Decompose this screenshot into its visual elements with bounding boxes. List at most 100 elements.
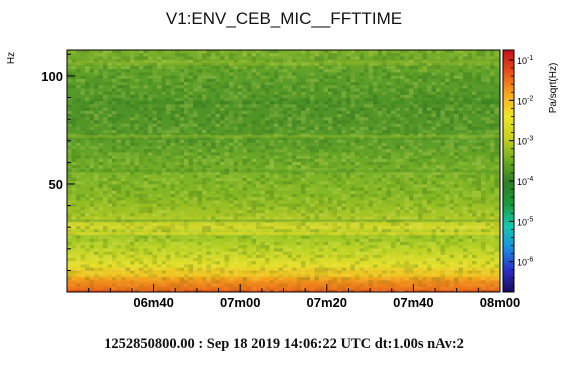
heatmap-cell <box>454 280 459 284</box>
heatmap-cell <box>67 283 72 287</box>
heatmap-cell <box>143 178 148 182</box>
heatmap-cell <box>391 219 396 223</box>
heatmap-cell <box>422 277 427 281</box>
heatmap-cell <box>400 56 405 60</box>
heatmap-cell <box>355 248 360 252</box>
heatmap-cell <box>458 50 463 54</box>
heatmap-cell <box>481 155 486 159</box>
heatmap-cell <box>301 216 306 220</box>
heatmap-cell <box>215 91 220 95</box>
heatmap-cell <box>418 290 423 292</box>
heatmap-cell <box>256 139 261 143</box>
heatmap-cell <box>184 162 189 166</box>
heatmap-cell <box>188 149 193 153</box>
heatmap-cell <box>103 101 108 105</box>
heatmap-cell <box>116 190 121 194</box>
heatmap-cell <box>292 126 297 130</box>
heatmap-cell <box>472 101 477 105</box>
heatmap-cell <box>170 178 175 182</box>
heatmap-cell <box>229 72 234 76</box>
heatmap-cell <box>233 290 238 292</box>
heatmap-cell <box>386 152 391 156</box>
heatmap-cell <box>391 158 396 162</box>
heatmap-cell <box>440 210 445 214</box>
heatmap-cell <box>301 264 306 268</box>
heatmap-cell <box>337 91 342 95</box>
heatmap-cell <box>224 178 229 182</box>
heatmap-cell <box>130 270 135 274</box>
heatmap-cell <box>463 98 468 102</box>
heatmap-cell <box>139 82 144 86</box>
heatmap-cell <box>440 216 445 220</box>
heatmap-cell <box>242 277 247 281</box>
heatmap-cell <box>76 251 81 255</box>
heatmap-cell <box>404 149 409 153</box>
heatmap-cell <box>323 171 328 175</box>
heatmap-cell <box>215 178 220 182</box>
heatmap-cell <box>301 120 306 124</box>
heatmap-cell <box>314 62 319 66</box>
heatmap-cell <box>202 123 207 127</box>
heatmap-cell <box>121 85 126 89</box>
heatmap-cell <box>260 226 265 230</box>
heatmap-cell <box>211 229 216 233</box>
heatmap-cell <box>112 187 117 191</box>
heatmap-cell <box>274 219 279 223</box>
heatmap-cell <box>310 158 315 162</box>
heatmap-cell <box>485 158 490 162</box>
heatmap-cell <box>490 123 495 127</box>
heatmap-cell <box>476 98 481 102</box>
heatmap-cell <box>202 56 207 60</box>
heatmap-cell <box>67 171 72 175</box>
heatmap-cell <box>85 213 90 217</box>
heatmap-cell <box>224 168 229 172</box>
heatmap-cell <box>391 133 396 137</box>
heatmap-cell <box>359 238 364 242</box>
heatmap-cell <box>98 254 103 258</box>
heatmap-cell <box>233 213 238 217</box>
heatmap-cell <box>314 158 319 162</box>
heatmap-cell <box>292 85 297 89</box>
heatmap-cell <box>233 171 238 175</box>
heatmap-cell <box>107 155 112 159</box>
heatmap-cell <box>67 142 72 146</box>
heatmap-cell <box>350 85 355 89</box>
heatmap-cell <box>211 190 216 194</box>
heatmap-cell <box>395 94 400 98</box>
heatmap-cell <box>238 232 243 236</box>
heatmap-cell <box>476 235 481 239</box>
heatmap-cell <box>224 155 229 159</box>
heatmap-cell <box>494 235 499 239</box>
heatmap-cell <box>278 149 283 153</box>
heatmap-cell <box>449 155 454 159</box>
heatmap-cell <box>382 72 387 76</box>
heatmap-cell <box>310 226 315 230</box>
heatmap-cell <box>256 290 261 292</box>
heatmap-cell <box>157 286 162 290</box>
heatmap-cell <box>476 283 481 287</box>
heatmap-cell <box>242 290 247 292</box>
heatmap-cell <box>94 210 99 214</box>
heatmap-cell <box>481 107 486 111</box>
colorbar-tick-label: 10-5 <box>517 216 533 227</box>
heatmap-cell <box>400 248 405 252</box>
heatmap-cell <box>197 194 202 198</box>
heatmap-cell <box>283 245 288 249</box>
heatmap-cell <box>454 242 459 246</box>
heatmap-cell <box>98 123 103 127</box>
heatmap-cell <box>467 286 472 290</box>
heatmap-cell <box>229 142 234 146</box>
heatmap-cell <box>476 62 481 66</box>
heatmap-cell <box>220 235 225 239</box>
heatmap-cell <box>116 283 121 287</box>
heatmap-cell <box>103 190 108 194</box>
heatmap-cell <box>364 248 369 252</box>
heatmap-cell <box>67 136 72 140</box>
heatmap-cell <box>121 53 126 57</box>
heatmap-cell <box>391 270 396 274</box>
heatmap-cell <box>287 251 292 255</box>
heatmap-cell <box>355 210 360 214</box>
heatmap-cell <box>350 78 355 82</box>
heatmap-cell <box>355 110 360 114</box>
heatmap-cell <box>116 178 121 182</box>
